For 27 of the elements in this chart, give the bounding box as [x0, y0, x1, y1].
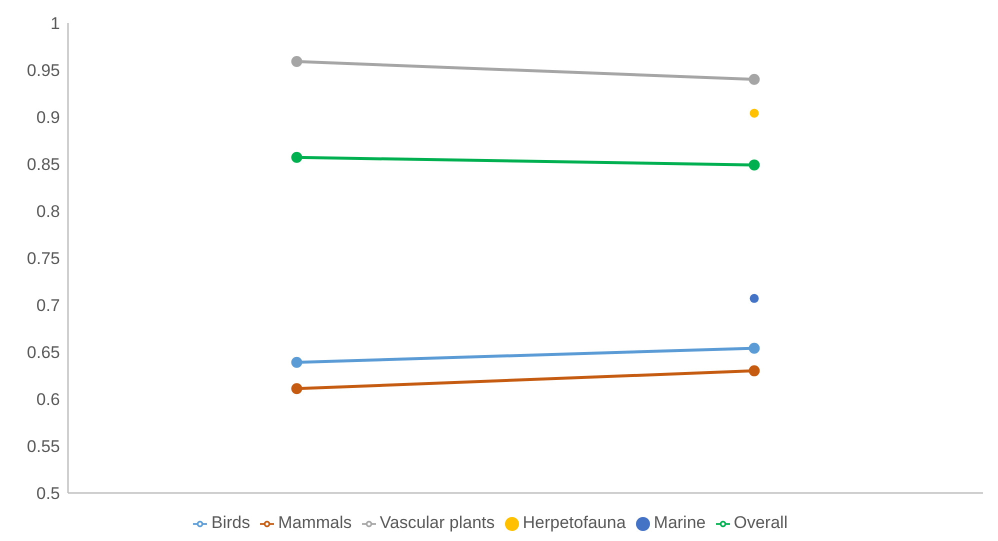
point [291, 356, 302, 368]
y-tick-label: 0.5 [36, 484, 60, 504]
y-tick-label: 0.55 [26, 437, 60, 456]
legend-label: Birds [211, 513, 250, 532]
point [291, 383, 302, 394]
y-tick-label: 0.95 [26, 61, 60, 80]
legend-label: Mammals [278, 513, 352, 532]
point [291, 152, 302, 163]
point [750, 108, 759, 118]
point [291, 56, 302, 68]
point [748, 342, 760, 354]
point [748, 365, 760, 376]
y-tick-label: 0.9 [36, 108, 60, 128]
point [748, 74, 760, 85]
y-tick-label: 1 [50, 14, 60, 34]
y-tick-label: 0.75 [26, 249, 60, 268]
legend-label: Marine [654, 513, 706, 532]
legend-label: Vascular plants [380, 513, 495, 532]
y-tick-label: 0.65 [26, 343, 60, 362]
y-tick-label: 0.7 [36, 296, 60, 316]
legend-label: Herpetofauna [522, 513, 626, 532]
y-tick-label: 0.6 [36, 390, 60, 410]
point [750, 294, 759, 303]
point [748, 159, 760, 170]
y-tick-label: 0.85 [26, 155, 60, 174]
legend-label: Overall [734, 513, 788, 532]
y-tick-label: 0.8 [36, 202, 60, 222]
